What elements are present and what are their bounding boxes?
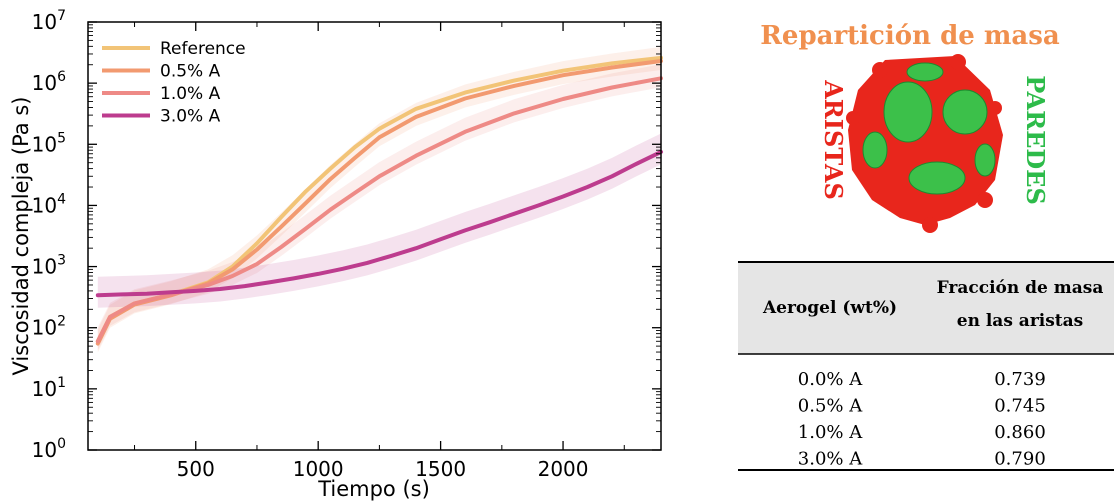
x-tick-label: 1500 [415,457,466,481]
aristas-label: ARISTAS [819,79,848,200]
cell-wall-face [862,131,888,169]
legend: Reference 0.5% A1.0% A 3.0% A [102,39,246,127]
y-tick-label: 104 [32,191,66,217]
x-axis-ticks: 500 1000 1500 2000 [134,22,625,481]
viscosity-chart: 500 1000 1500 2000 100 101 102 103 104 105 106 107… [9,8,663,501]
legend-label: 0.5% A [160,62,221,82]
mass-fraction-table: Aerogel (wt%) Fracción de masa en las ar… [738,261,1114,471]
paredes-label: PAREDES [1021,75,1050,205]
y-tick-label: 107 [32,8,66,34]
legend-label: 1.0% A [160,84,221,104]
foam-cell-illustration [846,54,1003,233]
table-cell-aerogel: 3.0% A [798,449,863,470]
cell-wall-face [906,62,944,82]
table-cell-fraction: 0.860 [994,422,1046,443]
series-line [95,149,663,298]
table-header-col2-line1: Fracción de masa [937,278,1104,298]
y-tick-label: 105 [32,130,66,156]
cell-edge-node [977,192,993,208]
cell-wall-face [908,161,966,195]
y-tick-label: 106 [32,69,66,95]
cell-wall-face [883,81,933,143]
y-axis-ticks: 100 101 102 103 104 105 106 107 [32,8,661,462]
cell-edge-node [950,54,966,70]
error-band [97,64,662,351]
cell-edge-node [846,111,860,125]
cell-wall-face [974,143,996,177]
series-line [95,76,663,344]
table-body: 0.0% A 0.739 0.5% A 0.745 1.0% A 0.860 3.0% A 0… [798,369,1046,470]
panel-title: Repartición de masa [760,21,1060,51]
mass-distribution-panel: Repartición de masa ARISTAS PAREDES Aero… [738,21,1114,471]
y-axis-title: Viscosidad compleja (Pa s) [9,97,33,376]
x-tick-label: 500 [177,457,215,481]
plot-frame [87,21,662,451]
y-tick-label: 101 [32,375,66,401]
cell-edge-node [872,62,888,78]
y-tick-label: 100 [32,436,66,462]
x-tick-label: 2000 [538,457,589,481]
table-header-bg [738,262,1114,354]
cell-wall-face [942,89,988,135]
x-tick-label: 1000 [293,457,344,481]
table-cell-aerogel: 0.5% A [798,396,863,417]
table-cell-fraction: 0.790 [994,449,1046,470]
table-cell-fraction: 0.739 [994,369,1046,390]
y-tick-label: 103 [32,253,66,279]
table-cell-aerogel: 1.0% A [798,422,863,443]
legend-label: 3.0% A [160,107,221,127]
table-cell-fraction: 0.745 [994,396,1046,417]
table-header-col1: Aerogel (wt%) [762,298,897,318]
error-bands [97,46,662,353]
error-band [97,133,662,308]
table-header-col2-line2: en las aristas [957,311,1084,331]
x-axis-title: Tiempo (s) [317,477,430,501]
cell-edge-node [922,217,938,233]
cell-edge-node [988,101,1002,115]
legend-label: Reference [160,39,246,59]
error-band [97,46,662,353]
table-cell-aerogel: 0.0% A [798,369,863,390]
series-lines [95,55,663,346]
y-tick-label: 102 [32,314,66,340]
